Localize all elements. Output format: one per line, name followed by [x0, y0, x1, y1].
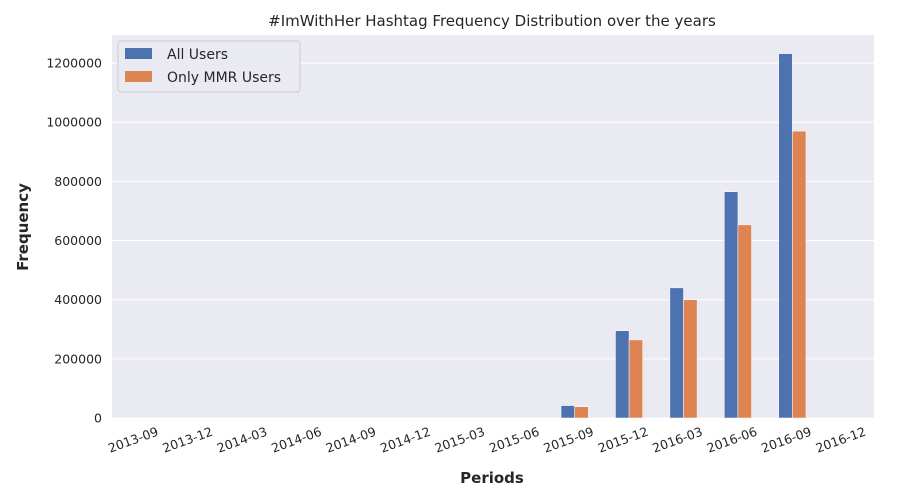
x-tick-label: 2013-12 [160, 424, 214, 456]
bar-all-users [724, 191, 739, 419]
x-tick-label: 2016-09 [759, 424, 813, 456]
y-tick-label: 200000 [54, 351, 102, 366]
x-tick-label: 2016-03 [650, 424, 704, 456]
y-axis-label: Frequency [14, 183, 32, 271]
bar-all-users [669, 287, 684, 419]
chart-title: #ImWithHer Hashtag Frequency Distributio… [268, 12, 716, 30]
legend: All Users Only MMR Users [117, 40, 301, 93]
gridlines [112, 62, 874, 419]
bar-all-users [560, 405, 575, 419]
y-tick-label: 800000 [54, 174, 102, 189]
bar-mmr-users [628, 339, 643, 419]
x-tick-label: 2016-12 [814, 424, 868, 456]
y-tick-label: 400000 [54, 292, 102, 307]
x-tick-label: 2014-12 [378, 424, 432, 456]
y-tick-labels: 0 200000 400000 600000 800000 1000000 1200000 [46, 56, 102, 426]
x-tick-label: 2013-09 [106, 424, 160, 456]
bar-mmr-users [574, 406, 589, 419]
bar-mmr-users [792, 130, 807, 419]
x-tick-labels: 2013-09 2013-12 2014-03 2014-06 2014-09 2014-… [106, 424, 868, 456]
bars [560, 53, 807, 419]
x-tick-label: 2015-03 [433, 424, 487, 456]
y-tick-label: 0 [94, 411, 102, 426]
y-tick-label: 600000 [54, 233, 102, 248]
x-tick-label: 2015-12 [596, 424, 650, 456]
bar-mmr-users [683, 299, 698, 419]
legend-label: All Users [167, 47, 228, 63]
bar-mmr-users [737, 224, 752, 419]
bar-all-users [615, 330, 630, 419]
legend-swatch [125, 71, 152, 82]
x-tick-label: 2014-09 [324, 424, 378, 456]
bar-all-users [778, 53, 793, 419]
x-axis-label: Periods [460, 469, 524, 487]
legend-label: Only MMR Users [167, 70, 281, 86]
x-tick-label: 2015-09 [541, 424, 595, 456]
y-tick-label: 1000000 [46, 115, 102, 130]
x-tick-label: 2015-06 [487, 424, 541, 456]
x-tick-label: 2014-03 [215, 424, 269, 456]
y-tick-label: 1200000 [46, 56, 102, 71]
legend-swatch [125, 48, 152, 59]
legend-frame [117, 40, 301, 93]
x-tick-label: 2016-06 [705, 424, 759, 456]
x-tick-label: 2014-06 [269, 424, 323, 456]
